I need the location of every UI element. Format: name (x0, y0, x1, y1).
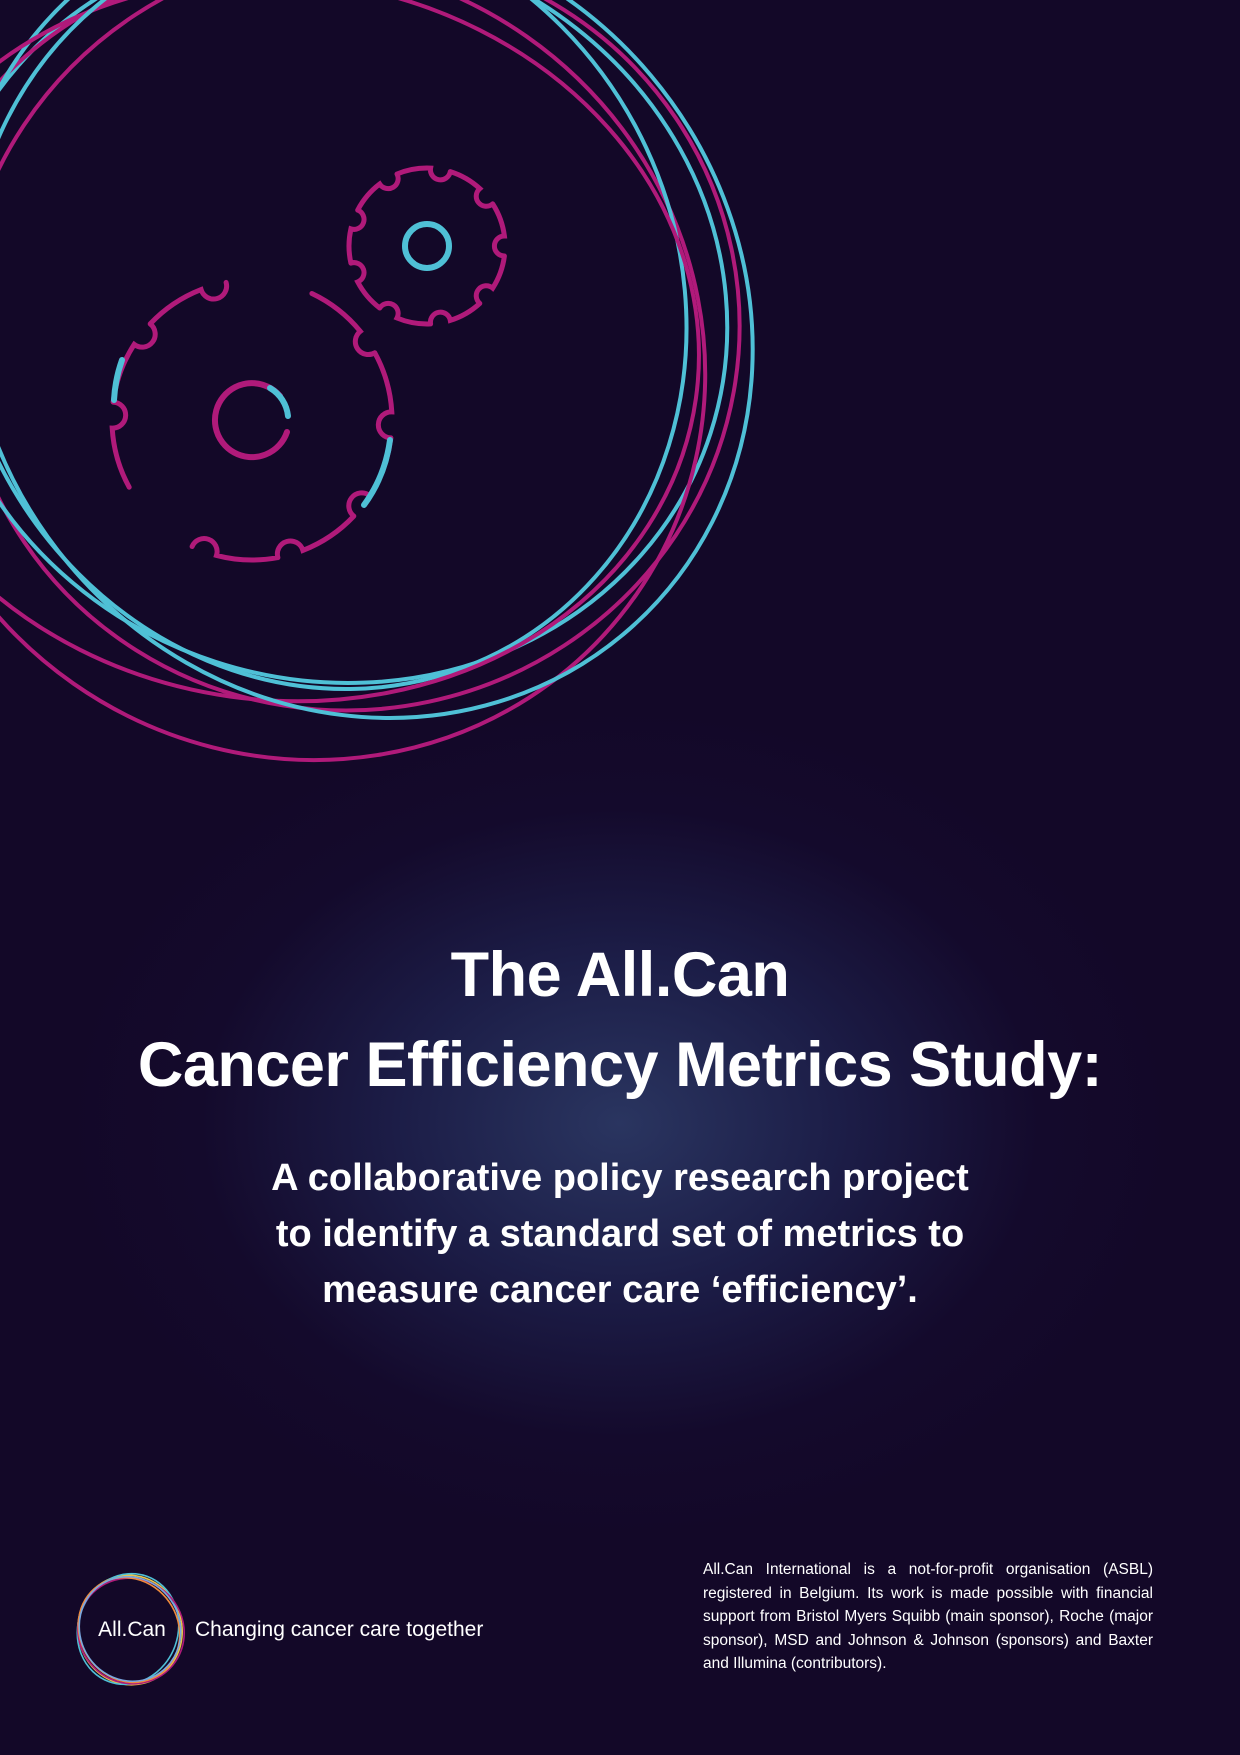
page-title: The All.Can Cancer Efficiency Metrics St… (0, 930, 1240, 1110)
allcan-logo: All.Can (70, 1565, 190, 1695)
gears-and-rings-illustration (0, 0, 755, 762)
gear-icon (346, 165, 508, 327)
subtitle: A collaborative policy research project … (271, 1157, 969, 1311)
title-line-1: The All.Can (450, 940, 790, 1010)
allcan-logo-icon (76, 1572, 185, 1686)
logo-text: All.Can (98, 1618, 166, 1641)
title-line-2: Cancer Efficiency Metrics Study: (137, 1030, 1103, 1100)
orbit-rings (0, 0, 755, 762)
gear-icon (109, 279, 395, 563)
disclaimer-text: All.Can International is a not-for-profi… (703, 1561, 1153, 1672)
tagline: Changing cancer care together (195, 1618, 484, 1641)
